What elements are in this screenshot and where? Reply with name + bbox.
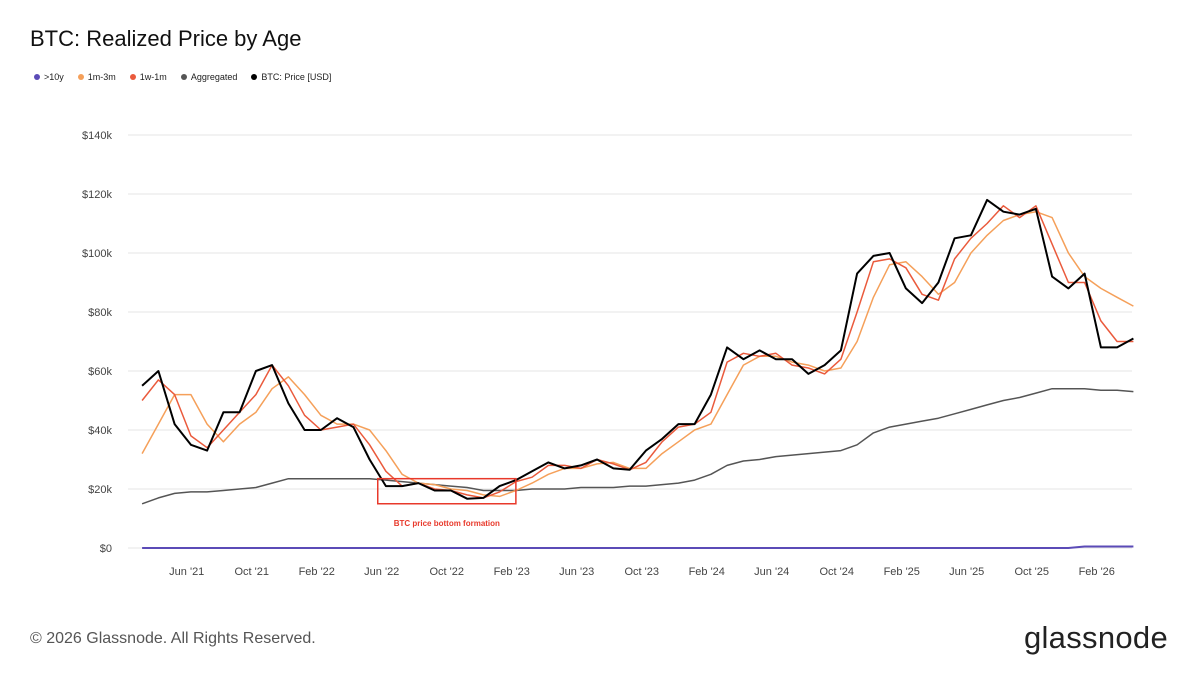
legend-dot-icon (180, 74, 187, 80)
legend-dot-icon (129, 74, 136, 80)
series-line-aggregated (141, 387, 1134, 505)
series-line--10y (142, 545, 1134, 549)
legend-item[interactable]: Aggregated (180, 72, 238, 82)
x-tick-label: Feb '22 (299, 566, 335, 578)
legend-label: Aggregated (190, 72, 238, 82)
y-tick-label: $100k (82, 248, 112, 260)
y-tick-label: $80k (88, 307, 112, 319)
copyright-text: © 2026 Glassnode. All Rights Reserved. (30, 630, 316, 647)
x-tick-label: Oct '21 (234, 566, 269, 578)
legend-label: >10y (44, 72, 64, 82)
chart-title: BTC: Realized Price by Age (30, 26, 302, 51)
legend-dot-icon (77, 74, 84, 80)
series-line-1m-3m (141, 210, 1134, 498)
x-tick-label: Feb '23 (494, 566, 530, 578)
legend-item[interactable]: 1w-1m (129, 72, 167, 82)
x-tick-label: Jun '21 (169, 566, 204, 578)
x-tick-label: Jun '24 (754, 566, 789, 578)
legend-item[interactable]: >10y (34, 72, 64, 82)
y-tick-label: $140k (82, 130, 112, 142)
series-line-btc-price-usd (141, 198, 1134, 500)
y-tick-label: $20k (88, 484, 112, 496)
x-tick-label: Feb '25 (884, 566, 920, 578)
x-tick-label: Jun '22 (364, 566, 399, 578)
x-tick-label: Oct '24 (819, 566, 854, 578)
legend-item[interactable]: 1m-3m (77, 72, 116, 82)
x-tick-label: Oct '25 (1014, 566, 1049, 578)
y-tick-label: $40k (88, 425, 112, 437)
annotation-box (377, 477, 517, 505)
y-tick-label: $0 (100, 543, 112, 555)
legend-label: BTC: Price [USD] (261, 72, 332, 82)
x-tick-label: Jun '25 (949, 566, 984, 578)
series-line-1w-1m (141, 205, 1134, 499)
annotation-label: BTC price bottom formation (394, 519, 500, 528)
glassnode-logo: glassnode (1023, 620, 1168, 655)
x-tick-label: Oct '23 (624, 566, 659, 578)
x-tick-label: Oct '22 (429, 566, 464, 578)
y-tick-label: $120k (82, 189, 112, 201)
legend-label: 1w-1m (139, 72, 167, 82)
y-tick-label: $60k (88, 366, 112, 378)
legend-dot-icon (34, 74, 40, 80)
legend-dot-icon (251, 74, 258, 80)
x-tick-label: Feb '24 (689, 566, 725, 578)
legend-item[interactable]: BTC: Price [USD] (251, 72, 331, 82)
x-tick-label: Jun '23 (559, 566, 594, 578)
x-tick-label: Feb '26 (1079, 566, 1115, 578)
chart-legend: >10y 1m-3m 1w-1m Aggregated BTC: Price [USD] (34, 72, 331, 82)
legend-label: 1m-3m (87, 72, 116, 82)
